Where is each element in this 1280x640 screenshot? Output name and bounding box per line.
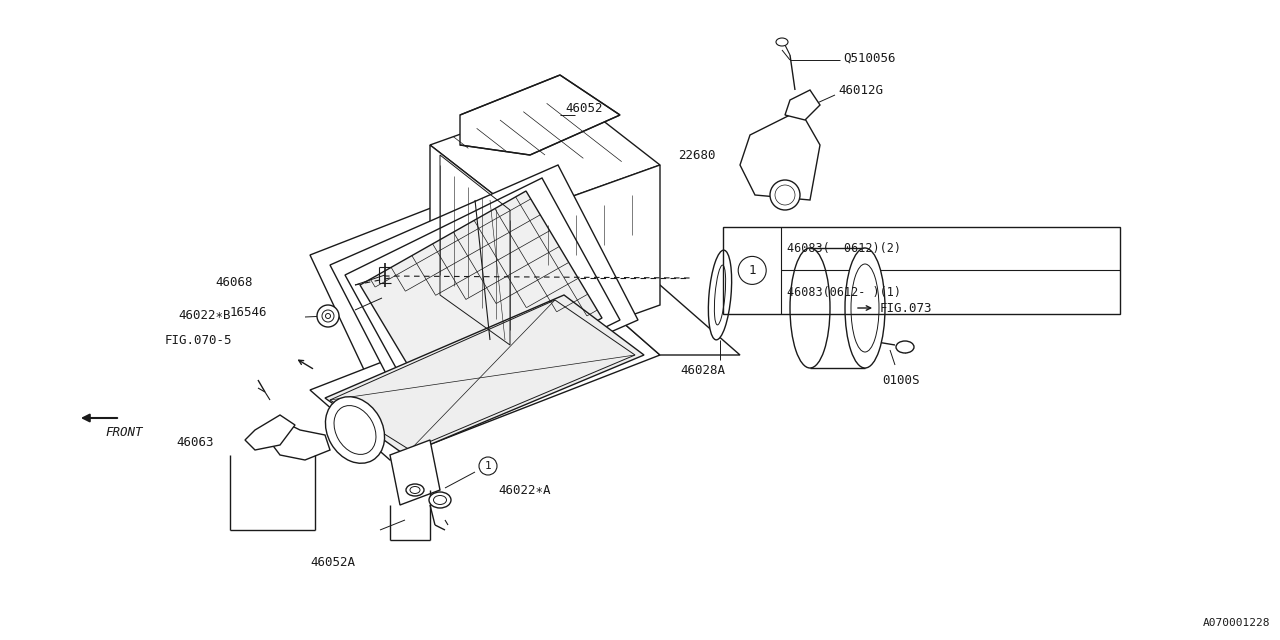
Ellipse shape xyxy=(776,38,788,46)
Text: 46012G: 46012G xyxy=(838,83,883,97)
Ellipse shape xyxy=(429,492,451,508)
Text: 46068: 46068 xyxy=(215,275,252,289)
Text: 46022∗A: 46022∗A xyxy=(498,483,550,497)
Polygon shape xyxy=(740,110,820,200)
Polygon shape xyxy=(460,75,620,155)
Polygon shape xyxy=(265,420,330,460)
Polygon shape xyxy=(325,295,644,455)
Text: A070001228: A070001228 xyxy=(1202,618,1270,628)
Ellipse shape xyxy=(410,486,420,493)
Ellipse shape xyxy=(323,310,334,322)
Text: 1: 1 xyxy=(485,461,492,471)
Ellipse shape xyxy=(851,264,879,352)
Ellipse shape xyxy=(434,495,447,504)
Polygon shape xyxy=(390,440,440,505)
Ellipse shape xyxy=(714,265,726,325)
Ellipse shape xyxy=(317,305,339,327)
Ellipse shape xyxy=(406,484,424,496)
Polygon shape xyxy=(785,90,820,120)
Text: 22680: 22680 xyxy=(678,148,716,161)
Ellipse shape xyxy=(790,248,829,368)
Ellipse shape xyxy=(739,257,767,284)
Polygon shape xyxy=(580,285,740,355)
Text: 46063: 46063 xyxy=(177,435,214,449)
Polygon shape xyxy=(244,415,294,450)
Text: FIG.070-5: FIG.070-5 xyxy=(165,333,233,346)
Bar xyxy=(723,227,1120,314)
Ellipse shape xyxy=(325,397,384,463)
Ellipse shape xyxy=(334,406,376,454)
Text: Q510056: Q510056 xyxy=(844,51,896,65)
Polygon shape xyxy=(360,191,602,412)
Ellipse shape xyxy=(896,341,914,353)
Ellipse shape xyxy=(479,457,497,475)
Polygon shape xyxy=(430,145,520,355)
Text: 46052: 46052 xyxy=(564,102,603,115)
Text: 16546: 16546 xyxy=(230,305,268,319)
Ellipse shape xyxy=(325,314,330,319)
Polygon shape xyxy=(310,285,660,460)
Text: FIG.073: FIG.073 xyxy=(881,301,933,314)
Polygon shape xyxy=(346,178,620,417)
Text: 46022∗B: 46022∗B xyxy=(178,308,230,321)
Ellipse shape xyxy=(845,248,884,368)
Ellipse shape xyxy=(771,180,800,210)
Ellipse shape xyxy=(708,250,732,340)
Text: FRONT: FRONT xyxy=(105,426,142,438)
Text: 1: 1 xyxy=(749,264,756,277)
Text: 46052A: 46052A xyxy=(310,556,355,568)
Polygon shape xyxy=(330,165,637,420)
Polygon shape xyxy=(430,95,660,215)
Text: 46028A: 46028A xyxy=(680,364,724,376)
Text: 46083(0612- )(1): 46083(0612- )(1) xyxy=(787,285,901,298)
Text: 46083( -0612)(2): 46083( -0612)(2) xyxy=(787,243,901,255)
Polygon shape xyxy=(520,165,660,355)
Polygon shape xyxy=(310,150,660,425)
Text: 0100S: 0100S xyxy=(882,374,919,387)
